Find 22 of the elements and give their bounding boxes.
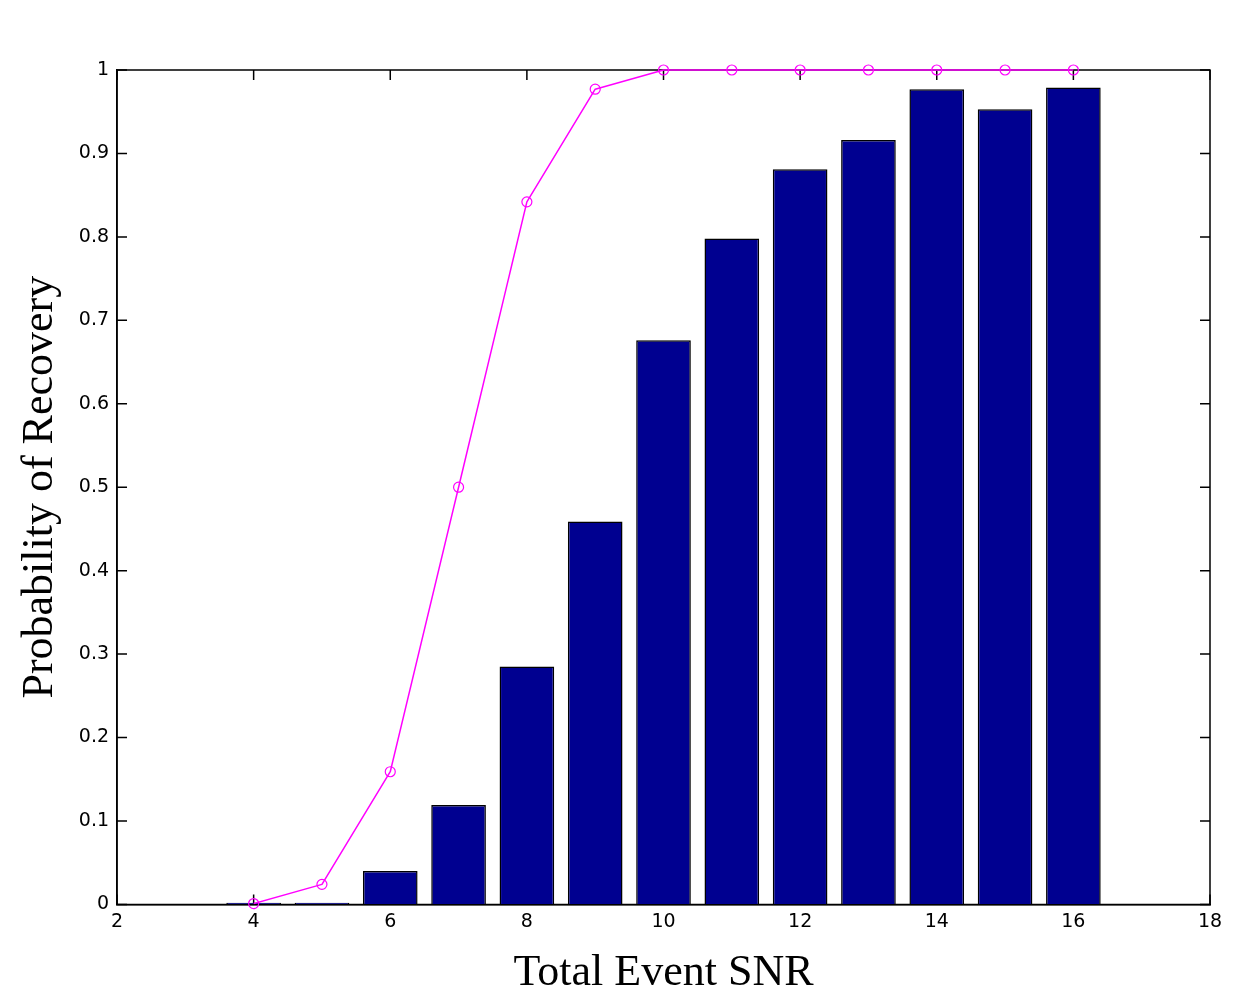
y-tick-label: 0.1 — [78, 807, 110, 830]
y-tick-label: 0.5 — [78, 474, 110, 497]
x-tick-label: 18 — [1197, 908, 1223, 931]
x-tick-label: 8 — [520, 908, 533, 931]
y-axis-title: Probability of Recovery — [12, 275, 62, 699]
y-tick-label: 0.2 — [78, 724, 110, 747]
x-tick-label: 4 — [247, 908, 260, 931]
x-tick-label: 14 — [924, 908, 949, 931]
y-tick-label: 0.7 — [78, 307, 110, 330]
y-tick-label: 0.3 — [78, 641, 110, 664]
x-tick-label: 10 — [651, 908, 676, 931]
x-tick-label: 16 — [1061, 908, 1086, 931]
x-tick-label: 12 — [788, 908, 813, 931]
y-tick-label: 0.4 — [78, 557, 110, 580]
y-tick-label: 0 — [96, 891, 110, 914]
y-tick-label: 0.6 — [78, 390, 110, 413]
x-axis-title: Total Event SNR — [513, 946, 815, 996]
x-tick-label: 2 — [110, 908, 124, 931]
x-tick-label: 6 — [384, 908, 397, 931]
y-tick-label: 0.8 — [78, 223, 110, 246]
y-tick-label: 1 — [96, 56, 110, 79]
y-tick-label: 0.9 — [78, 140, 110, 163]
